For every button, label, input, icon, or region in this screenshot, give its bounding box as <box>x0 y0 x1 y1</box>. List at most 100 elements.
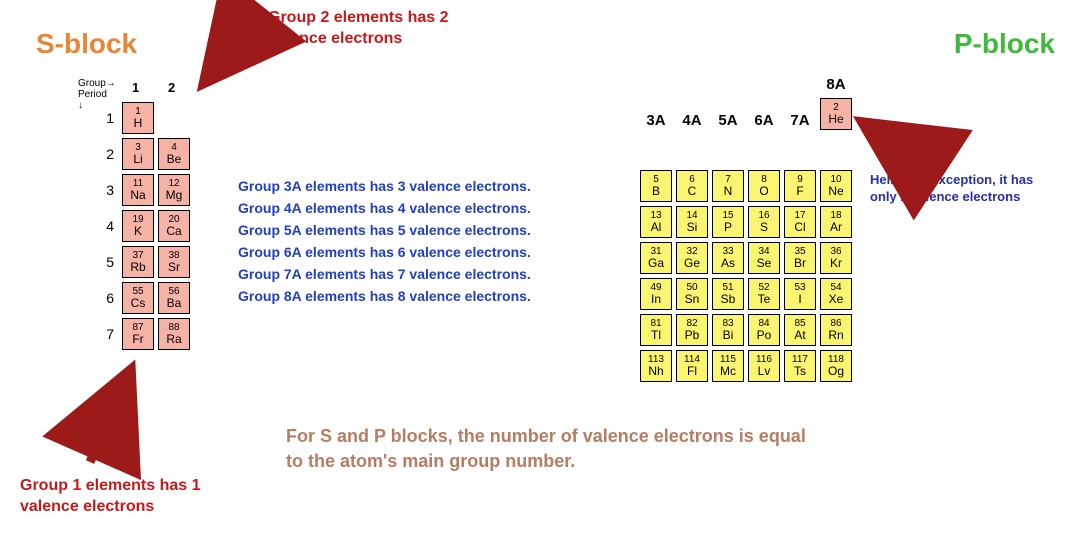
element-Nh: 113Nh <box>640 350 672 382</box>
element-symbol: F <box>796 185 803 197</box>
element-symbol: In <box>651 293 661 305</box>
element-I: 53I <box>784 278 816 310</box>
bottom-l1: For S and P blocks, the number of valenc… <box>286 426 806 446</box>
element-Na: 11Na <box>122 174 154 206</box>
element-P: 15P <box>712 206 744 238</box>
element-symbol: I <box>798 293 801 305</box>
group-period-axis-label: Group→ Period↓ <box>78 78 116 111</box>
element-symbol: Sr <box>168 261 180 273</box>
element-Ge: 32Ge <box>676 242 708 274</box>
p-block-title: P-block <box>954 28 1055 60</box>
period-4: 4 <box>100 218 114 234</box>
element-Pb: 82Pb <box>676 314 708 346</box>
period-3: 3 <box>100 182 114 198</box>
element-symbol: Fl <box>687 365 697 377</box>
element-Fr: 87Fr <box>122 318 154 350</box>
element-symbol: Kr <box>830 257 842 269</box>
element-Cs: 55Cs <box>122 282 154 314</box>
element-Lv: 116Lv <box>748 350 780 382</box>
element-symbol: P <box>724 221 732 233</box>
element-symbol: He <box>828 113 843 125</box>
element-symbol: B <box>652 185 660 197</box>
element-symbol: Br <box>794 257 806 269</box>
group2-callout: Group 2 elements has 2 valence electrons <box>268 8 449 50</box>
bottom-summary: For S and P blocks, the number of valenc… <box>286 424 806 474</box>
element-K: 19K <box>122 210 154 242</box>
element-Tl: 81Tl <box>640 314 672 346</box>
period-axis-text: Period <box>78 89 107 100</box>
element-Ca: 20Ca <box>158 210 190 242</box>
element-symbol: Ca <box>166 225 181 237</box>
p-group-5A: 5A <box>712 112 744 129</box>
element-Ts: 117Ts <box>784 350 816 382</box>
element-Bi: 83Bi <box>712 314 744 346</box>
valence-line-6A: Group 6A elements has 6 valence electron… <box>238 244 531 260</box>
element-symbol: Na <box>130 189 145 201</box>
element-symbol: Mg <box>166 189 183 201</box>
element-Be: 4Be <box>158 138 190 170</box>
element-Mg: 12Mg <box>158 174 190 206</box>
element-Rn: 86Rn <box>820 314 852 346</box>
element-O: 8O <box>748 170 780 202</box>
element-symbol: Ge <box>684 257 700 269</box>
element-Cl: 17Cl <box>784 206 816 238</box>
valence-line-3A: Group 3A elements has 3 valence electron… <box>238 178 531 194</box>
element-symbol: Mc <box>720 365 736 377</box>
p-group-4A: 4A <box>676 112 708 129</box>
element-symbol: Rb <box>130 261 145 273</box>
element-symbol: Pb <box>685 329 700 341</box>
element-C: 6C <box>676 170 708 202</box>
p-group-8A: 8A <box>820 76 852 93</box>
element-In: 49In <box>640 278 672 310</box>
arrow-group1 <box>90 376 128 462</box>
element-symbol: H <box>134 117 143 129</box>
element-Sb: 51Sb <box>712 278 744 310</box>
helium-callout-l1: Helium is exception, it has <box>870 172 1033 187</box>
element-symbol: Ts <box>794 365 806 377</box>
element-He: 2He <box>820 98 852 130</box>
element-Sn: 50Sn <box>676 278 708 310</box>
element-Ra: 88Ra <box>158 318 190 350</box>
helium-callout-l2: only 2 valence electrons <box>870 189 1020 204</box>
period-2: 2 <box>100 146 114 162</box>
valence-line-7A: Group 7A elements has 7 valence electron… <box>238 266 531 282</box>
element-At: 85At <box>784 314 816 346</box>
element-symbol: Tl <box>651 329 661 341</box>
element-symbol: At <box>794 329 805 341</box>
s-group-1: 1 <box>132 80 139 95</box>
element-H: 1H <box>122 102 154 134</box>
element-symbol: Sn <box>685 293 700 305</box>
element-symbol: Ne <box>828 185 843 197</box>
element-symbol: K <box>134 225 142 237</box>
element-symbol: N <box>724 185 733 197</box>
element-Po: 84Po <box>748 314 780 346</box>
element-Fl: 114Fl <box>676 350 708 382</box>
element-Xe: 54Xe <box>820 278 852 310</box>
p-group-3A: 3A <box>640 112 672 129</box>
element-Ar: 18Ar <box>820 206 852 238</box>
element-Si: 14Si <box>676 206 708 238</box>
element-Se: 34Se <box>748 242 780 274</box>
p-group-7A: 7A <box>784 112 816 129</box>
element-symbol: O <box>759 185 768 197</box>
element-symbol: Bi <box>723 329 734 341</box>
element-symbol: Cl <box>794 221 805 233</box>
element-Rb: 37Rb <box>122 246 154 278</box>
group2-callout-l1: Group 2 elements has 2 <box>268 9 449 26</box>
period-5: 5 <box>100 254 114 270</box>
s-group-2: 2 <box>168 80 175 95</box>
arrow-group2 <box>208 28 248 78</box>
element-Al: 13Al <box>640 206 672 238</box>
element-symbol: Og <box>828 365 844 377</box>
element-symbol: Al <box>651 221 662 233</box>
element-symbol: Te <box>758 293 771 305</box>
element-symbol: Si <box>687 221 698 233</box>
element-Ne: 10Ne <box>820 170 852 202</box>
group2-callout-l2: valence electrons <box>268 30 402 47</box>
element-As: 33As <box>712 242 744 274</box>
element-symbol: Li <box>133 153 142 165</box>
element-symbol: Ar <box>830 221 842 233</box>
bottom-l2: to the atom's main group number. <box>286 451 575 471</box>
element-Br: 35Br <box>784 242 816 274</box>
element-Mc: 115Mc <box>712 350 744 382</box>
